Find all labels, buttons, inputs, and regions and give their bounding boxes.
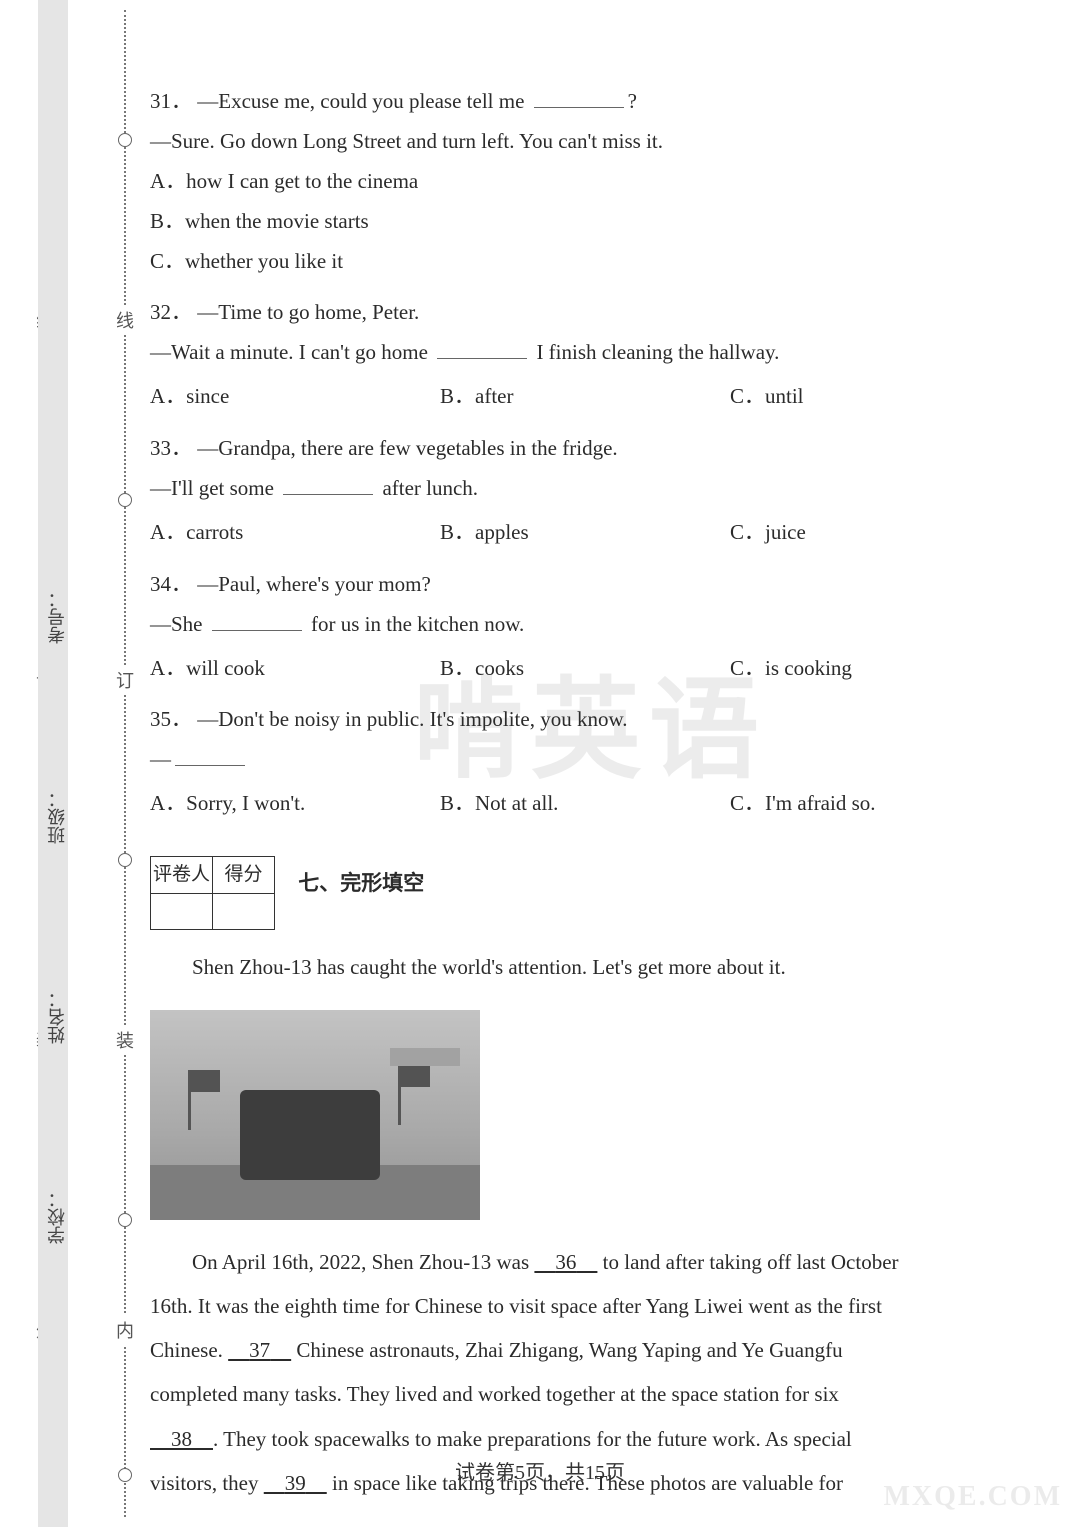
binding-circle [118,1213,132,1227]
options-row: A．since B．after C．until [150,377,1020,417]
answer-blank[interactable] [283,472,373,495]
question-stem: —Time to go home, Peter. [197,300,419,324]
image-capsule [240,1090,380,1180]
inner-binding-column: 线 订 装 内 [100,0,150,1527]
label-exam-number: 考号： [44,590,70,644]
answer-blank[interactable] [534,85,624,108]
question-stem: —Excuse me, could you please tell me [197,89,529,113]
score-cell-grader[interactable] [151,894,213,930]
question-reply: —She for us in the kitchen now. [150,605,1020,645]
image-flag [400,1065,430,1087]
student-info-column: 考号： 班级： 姓名： 学校： [42,0,72,1527]
question-reply: —Wait a minute. I can't go home I finish… [150,333,1020,373]
cloze-image [150,1010,480,1220]
binding-circle [118,853,132,867]
answer-blank[interactable] [212,608,302,631]
dotted-rule [124,10,126,1517]
option-a: A．how I can get to the cinema [150,162,1020,202]
binding-glyph: 订 [116,665,134,695]
page-footer: 试卷第5页，共15页 [0,1456,1080,1485]
label-school: 学校： [44,1190,70,1244]
answer-blank[interactable] [437,336,527,359]
option-c: C．until [730,377,990,417]
option-b: B．apples [440,513,730,553]
options-row: A．will cook B．cooks C．is cooking [150,649,1020,689]
option-c: C．is cooking [730,649,990,689]
question-34: 34． —Paul, where's your mom? [150,565,1020,605]
question-stem: —Don't be noisy in public. It's impolite… [197,707,627,731]
option-b: B．when the movie starts [150,202,1020,242]
options-row: A．carrots B．apples C．juice [150,513,1020,553]
question-number: 35． [150,707,192,731]
question-33: 33． —Grandpa, there are few vegetables i… [150,429,1020,469]
option-a: A．Sorry, I won't. [150,784,440,824]
option-a: A．will cook [150,649,440,689]
binding-glyph: 线 [116,305,134,335]
cloze-blank-38[interactable]: 38 [150,1427,213,1451]
answer-blank[interactable] [175,743,245,766]
question-reply: —I'll get some after lunch. [150,469,1020,509]
option-b: B．Not at all. [440,784,730,824]
option-c: C．juice [730,513,990,553]
question-reply: — [150,740,1020,780]
option-a: A．carrots [150,513,440,553]
question-number: 33． [150,436,192,460]
cloze-intro: Shen Zhou-13 has caught the world's atte… [150,948,1020,988]
score-header-grader: 评卷人 [151,857,213,894]
binding-glyph: 内 [116,1315,134,1345]
label-class: 班级： [44,790,70,844]
cloze-blank-37[interactable]: 37 [228,1338,291,1362]
question-stem: —Grandpa, there are few vegetables in th… [197,436,617,460]
score-cell-score[interactable] [213,894,275,930]
section-title: 七、完形填空 [298,864,424,904]
options-row: A．Sorry, I won't. B．Not at all. C．I'm af… [150,784,1020,824]
section-header: 评卷人 得分 七、完形填空 [150,838,1020,930]
cloze-blank-36[interactable]: 36 [534,1250,597,1274]
score-table: 评卷人 得分 [150,856,275,930]
binding-circle [118,133,132,147]
question-35: 35． —Don't be noisy in public. It's impo… [150,700,1020,740]
option-c: C．whether you like it [150,242,1020,282]
binding-glyph: 装 [116,1025,134,1055]
question-32: 32． —Time to go home, Peter. [150,293,1020,333]
question-number: 32． [150,300,192,324]
question-reply: —Sure. Go down Long Street and turn left… [150,122,1020,162]
question-stem: —Paul, where's your mom? [197,572,431,596]
option-a: A．since [150,377,440,417]
image-flag [190,1070,220,1092]
image-banner [390,1048,460,1066]
score-header-score: 得分 [213,857,275,894]
page-content: 31． —Excuse me, could you please tell me… [150,70,1020,1505]
option-c: C．I'm afraid so. [730,784,990,824]
option-b: B．after [440,377,730,417]
question-31: 31． —Excuse me, could you please tell me… [150,82,1020,122]
label-name: 姓名： [44,990,70,1044]
question-number: 34． [150,572,192,596]
binding-circle [118,493,132,507]
option-b: B．cooks [440,649,730,689]
question-number: 31． [150,89,192,113]
